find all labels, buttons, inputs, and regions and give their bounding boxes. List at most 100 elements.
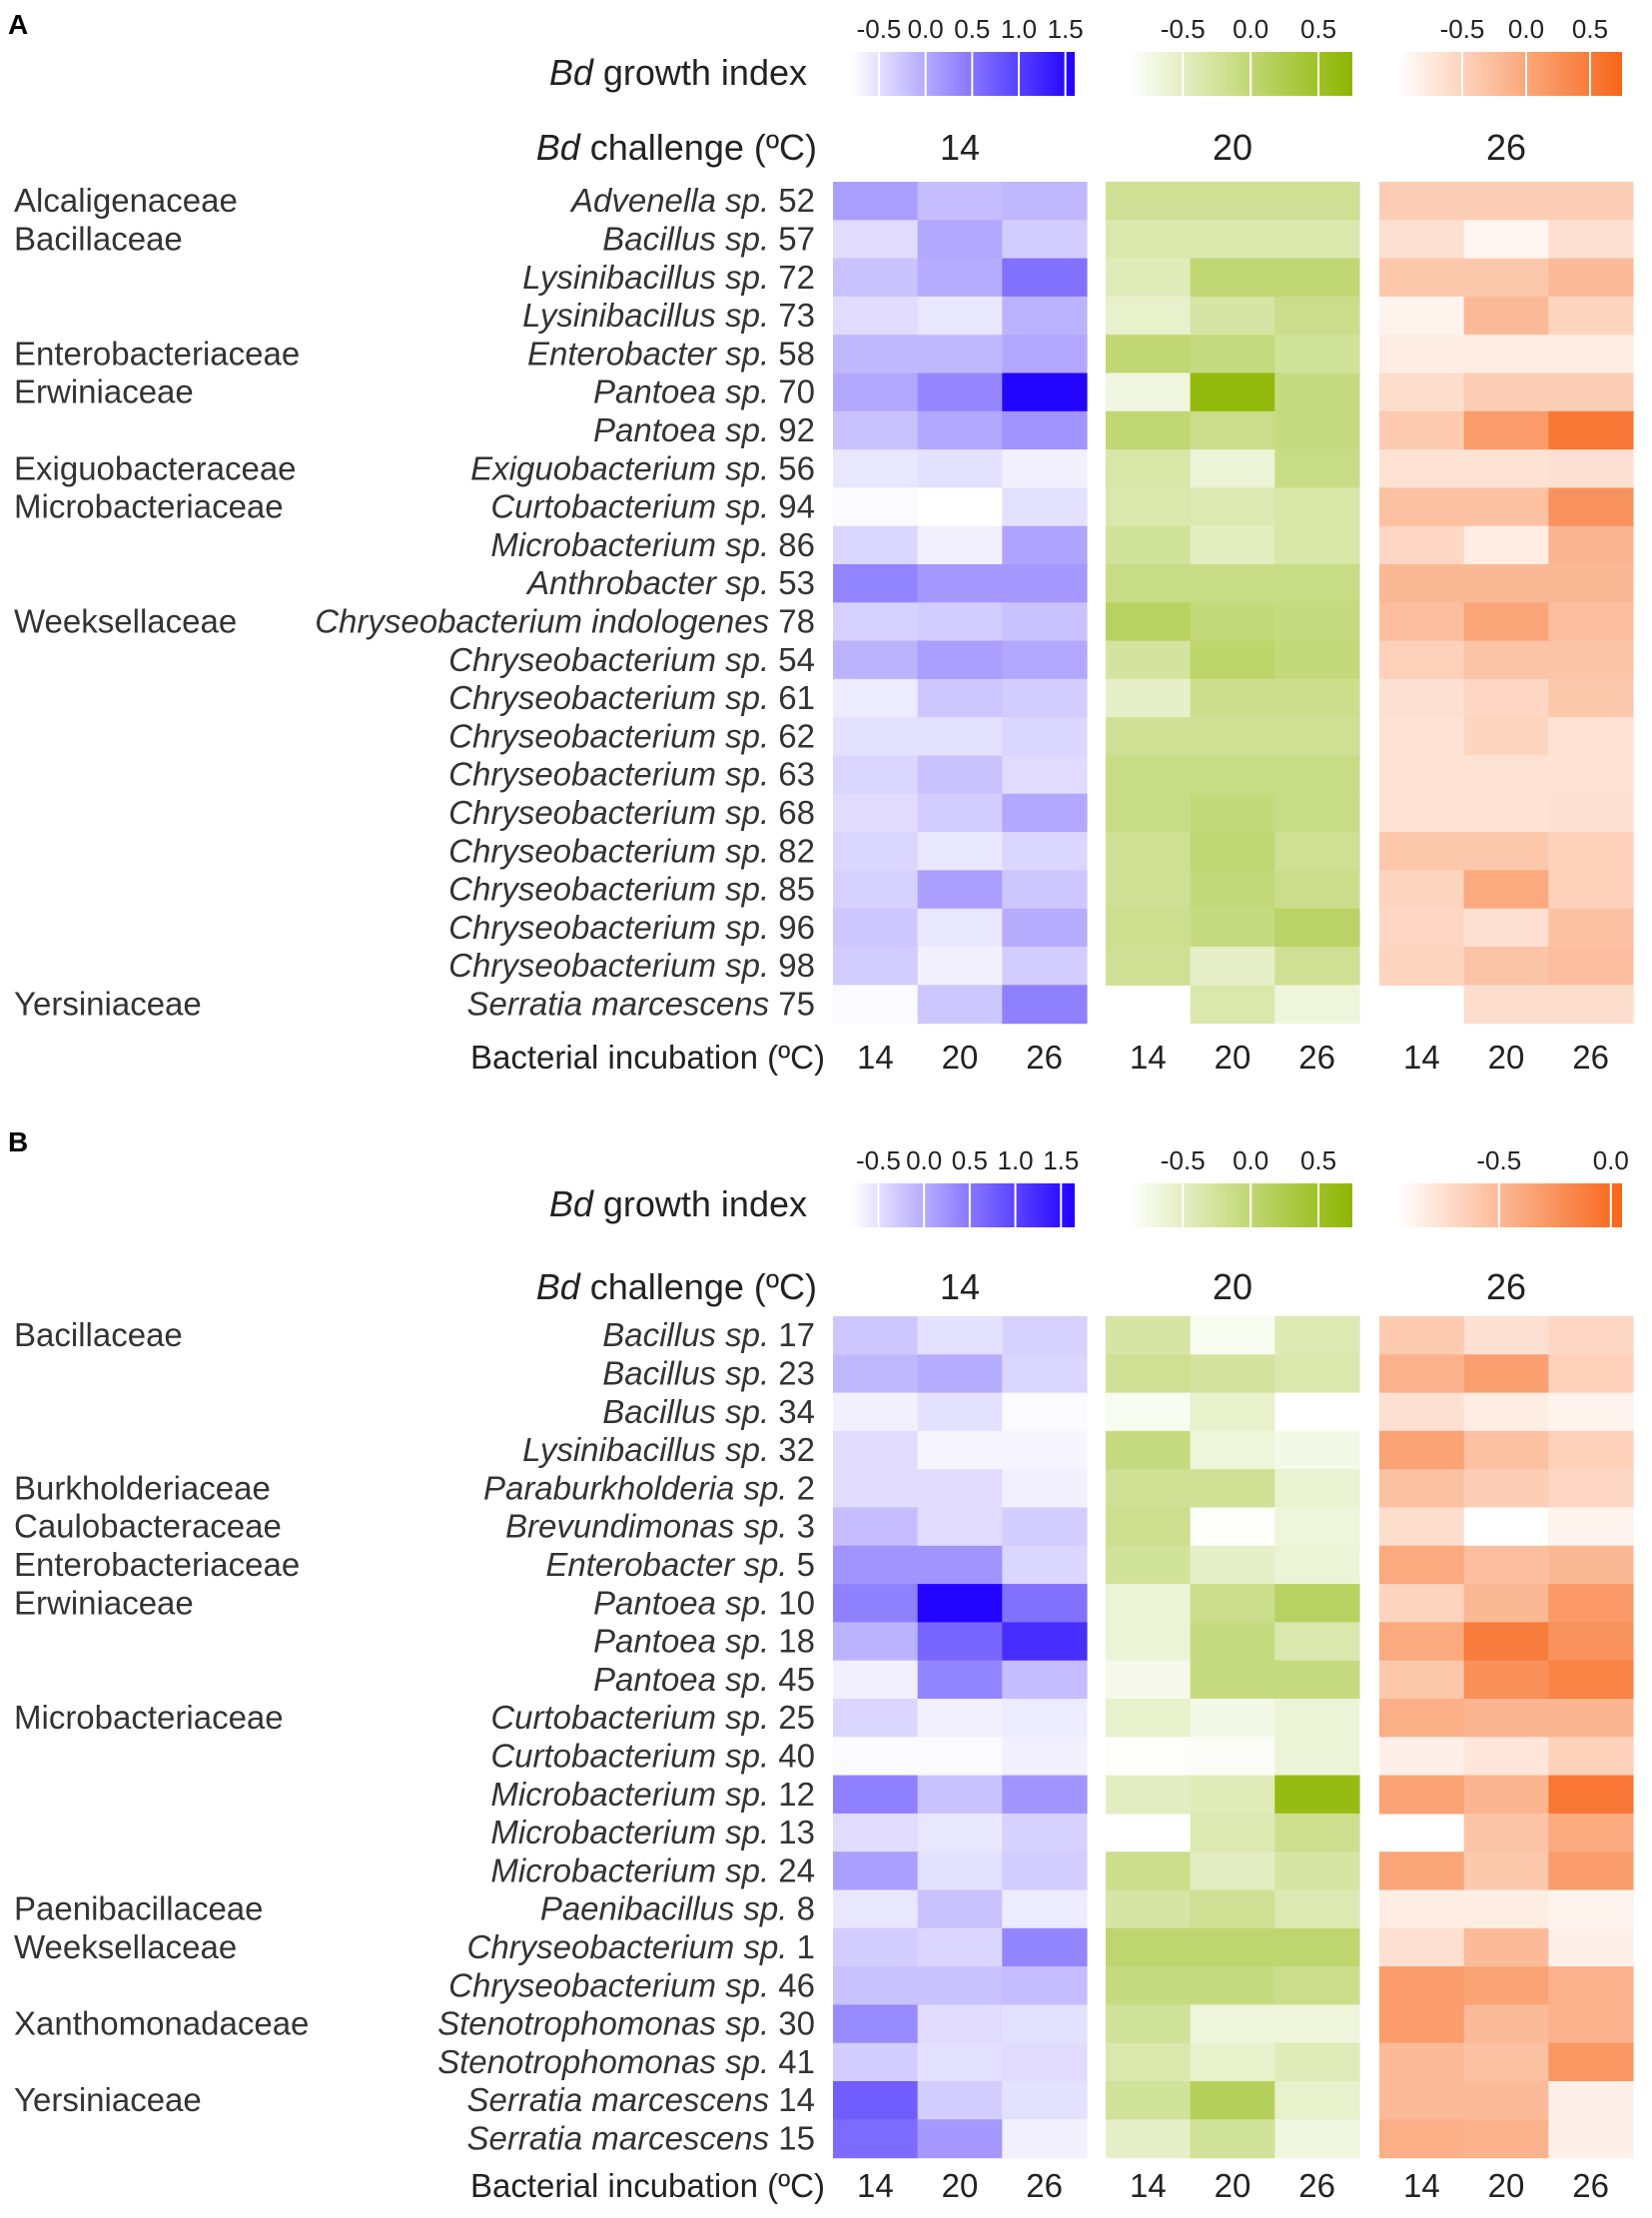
heatmap-cell	[1548, 1699, 1634, 1738]
incubation-temp-20: 20	[942, 2167, 979, 2204]
taxon-label: Anthrobacter sp. 53	[525, 564, 815, 601]
family-label: Alcaligenaceae	[14, 182, 238, 219]
legend-tick-label: 0.0	[1233, 1145, 1268, 1175]
heatmap-cell	[833, 1622, 919, 1662]
legend-tick-label: 0.0	[906, 1145, 942, 1175]
family-label: Xanthomonadaceae	[14, 2005, 309, 2042]
heatmap-cell	[1379, 1737, 1465, 1777]
taxon-name: Chryseobacterium sp.	[448, 679, 769, 716]
legend-tick-label: 1.0	[1001, 14, 1037, 44]
heatmap-cell	[1190, 1660, 1275, 1700]
heatmap-cell	[1106, 908, 1192, 948]
heatmap-cell	[1548, 1851, 1634, 1891]
taxon-label: Lysinibacillus sp. 32	[522, 1431, 815, 1468]
heatmap-cell	[1002, 985, 1088, 1025]
heatmap-cell	[1190, 640, 1275, 680]
incubation-temp-14: 14	[1403, 1039, 1440, 1076]
taxon-id: 73	[769, 297, 815, 334]
family-label: Erwiniaceae	[14, 1584, 194, 1621]
heatmap-cell	[917, 2119, 1003, 2159]
heatmap-cell	[1463, 564, 1549, 603]
heatmap-cell	[1548, 564, 1634, 603]
family-label: Microbacteriaceae	[14, 1699, 284, 1736]
taxon-id: 96	[769, 909, 815, 946]
taxon-id: 68	[769, 794, 815, 831]
heatmap-cell	[833, 1966, 919, 2005]
heatmap-cell	[1463, 410, 1549, 450]
incubation-temp-14: 14	[1130, 1039, 1167, 1076]
heatmap-cell	[917, 1584, 1003, 1623]
heatmap-cell	[1190, 220, 1275, 260]
heatmap-cell	[1106, 1430, 1192, 1470]
taxon-label: Paraburkholderia sp. 2	[483, 1469, 815, 1506]
incubation-temp-20: 20	[1488, 1039, 1525, 1076]
heatmap-cell	[1274, 985, 1360, 1025]
heatmap-cell	[1002, 525, 1088, 565]
heatmap-cell	[1106, 602, 1192, 642]
heatmap-cell	[833, 908, 919, 948]
heatmap-cell	[833, 1889, 919, 1929]
heatmap-cell	[1190, 1699, 1275, 1738]
legend-tick-label: 1.5	[1048, 14, 1084, 44]
heatmap-cell	[1190, 1316, 1275, 1355]
incubation-label: Bacterial incubation (ºC)	[470, 1039, 825, 1076]
heatmap-cell	[1463, 1622, 1549, 1662]
taxon-id: 3	[787, 1508, 815, 1545]
heatmap-cell	[833, 2081, 919, 2120]
taxon-label: Bacillus sp. 57	[602, 220, 815, 257]
taxon-id: 61	[769, 679, 815, 716]
heatmap-cell	[917, 449, 1003, 488]
legend-title-rest: growth index	[593, 52, 807, 93]
heatmap-cell	[1548, 678, 1634, 718]
heatmap-cell	[917, 1660, 1003, 1700]
heatmap-cell	[1274, 640, 1360, 680]
heatmap-cell	[1463, 487, 1549, 527]
heatmap-cell	[1190, 449, 1275, 488]
heatmap-cell	[1548, 1430, 1634, 1470]
heatmap-cell	[1274, 410, 1360, 450]
heatmap-cell	[1274, 1584, 1360, 1623]
heatmap-cell	[1106, 1775, 1192, 1815]
taxon-id: 2	[787, 1469, 815, 1506]
taxon-label: Chryseobacterium sp. 1	[467, 1928, 816, 1965]
incubation-temp-26: 26	[1298, 1039, 1335, 1076]
incubation-temp-14: 14	[1403, 2167, 1440, 2204]
heatmap-cell	[1463, 2042, 1549, 2082]
heatmap-cell	[1463, 1545, 1549, 1585]
heatmap-cell	[917, 1737, 1003, 1777]
taxon-id: 63	[769, 756, 815, 793]
heatmap-cell	[1274, 832, 1360, 871]
heatmap-cell	[1274, 1354, 1360, 1394]
heatmap-cell	[1274, 1966, 1360, 2005]
taxon-name: Pantoea sp.	[593, 1584, 769, 1621]
heatmap-cell	[1548, 296, 1634, 336]
heatmap-cell	[1106, 564, 1192, 603]
heatmap-cell	[833, 296, 919, 336]
heatmap-cell	[1002, 1737, 1088, 1777]
heatmap-cell	[1548, 1966, 1634, 2005]
heatmap-cell	[1106, 755, 1192, 795]
heatmap-cell	[1463, 985, 1549, 1025]
heatmap-cell	[1379, 2042, 1465, 2082]
incubation-temp-14: 14	[857, 2167, 894, 2204]
heatmap-cell	[1190, 1354, 1275, 1394]
taxon-label: Pantoea sp. 92	[593, 411, 815, 448]
heatmap-cell	[1106, 1699, 1192, 1738]
heatmap-cell	[1002, 870, 1088, 910]
family-label: Bacillaceae	[14, 1316, 183, 1353]
heatmap-cell	[1190, 1622, 1275, 1662]
heatmap-cell	[1106, 449, 1192, 488]
taxon-label: Chryseobacterium sp. 62	[448, 717, 815, 754]
heatmap-cell	[833, 372, 919, 412]
heatmap-cell	[1463, 1737, 1549, 1777]
heatmap-cell	[1548, 1775, 1634, 1815]
taxon-name: Pantoea sp.	[593, 411, 769, 448]
heatmap-cell	[1379, 908, 1465, 948]
heatmap-cell	[1463, 1584, 1549, 1623]
heatmap-cell	[833, 335, 919, 374]
heatmap-cell	[1548, 449, 1634, 488]
heatmap-cell	[833, 1660, 919, 1700]
heatmap-cell	[1190, 296, 1275, 336]
heatmap-cell	[1379, 640, 1465, 680]
heatmap-cell	[917, 1469, 1003, 1509]
